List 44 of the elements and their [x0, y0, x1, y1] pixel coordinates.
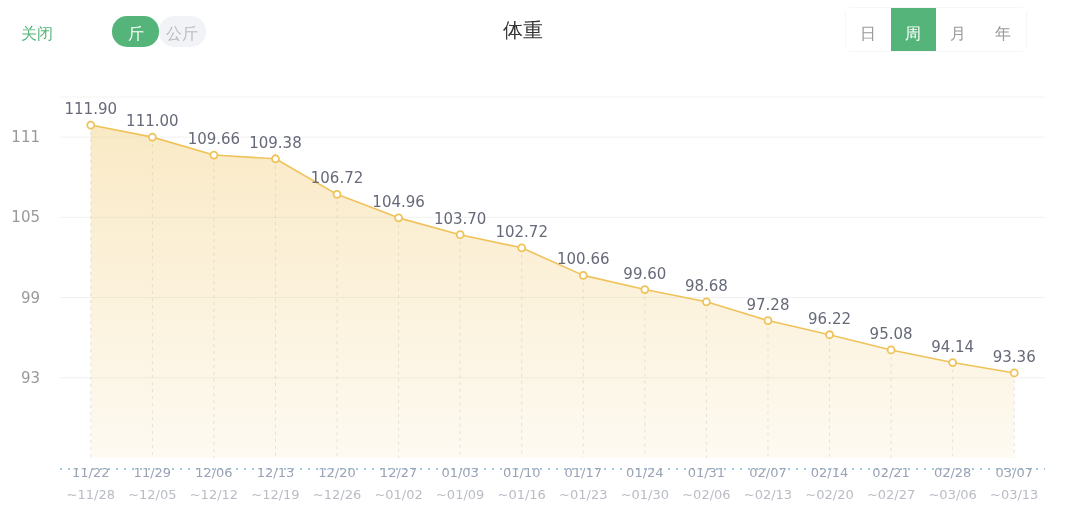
text: 斤	[128, 24, 144, 43]
x-tick-label: 11/22~11/28	[66, 465, 115, 502]
data-label: 94.14	[931, 337, 975, 356]
data-label: 100.66	[557, 250, 610, 269]
y-tick-label: 93	[20, 368, 40, 387]
x-tick-label: 01/10~01/16	[497, 465, 546, 502]
text: 年	[995, 24, 1011, 43]
x-tick-label: 02/14~02/20	[805, 465, 854, 502]
x-tick-label: 12/20~12/26	[312, 465, 362, 502]
x-tick-label: 12/27~01/02	[374, 465, 423, 502]
data-label: 95.08	[869, 324, 913, 343]
data-label: 104.96	[372, 192, 425, 211]
x-tick-label: 03/07~03/13	[990, 465, 1039, 502]
data-label: 109.66	[187, 130, 241, 149]
x-tick-label: 12/13~12/19	[251, 465, 300, 502]
x-tick-label: 01/24~01/30	[620, 465, 670, 502]
x-tick-label: 02/28~03/06	[928, 465, 977, 502]
y-tick-label: 111	[11, 128, 40, 147]
text: 公斤	[166, 24, 198, 43]
data-label: 93.36	[992, 347, 1036, 366]
data-label: 106.72	[310, 169, 364, 188]
y-tick-label: 99	[20, 288, 40, 307]
text: 月	[950, 24, 966, 43]
data-label: 99.60	[623, 264, 667, 283]
text: 日	[860, 24, 876, 43]
x-tick-label: 11/29~12/05	[128, 465, 177, 502]
chart-title: 体重	[503, 18, 543, 42]
data-label: 111.90	[64, 100, 118, 119]
text: 关闭	[21, 24, 53, 43]
data-label: 97.28	[746, 295, 790, 314]
x-tick-label: 12/06~12/12	[189, 465, 239, 502]
text: 周	[905, 24, 921, 43]
data-label: 103.70	[433, 209, 487, 228]
data-label: 109.38	[249, 133, 302, 152]
x-tick-label: 02/07~02/13	[743, 465, 793, 502]
data-label: 96.22	[808, 309, 852, 328]
x-tick-label: 01/31~02/06	[682, 465, 731, 502]
x-tick-label: 01/03~01/09	[435, 465, 485, 502]
x-tick-label: 02/21~02/27	[866, 465, 916, 502]
x-tick-label: 01/17~01/23	[559, 465, 608, 502]
data-label: 98.68	[684, 276, 728, 295]
data-label: 111.00	[126, 112, 179, 131]
y-tick-label: 105	[11, 208, 40, 227]
data-label: 102.72	[495, 222, 548, 241]
